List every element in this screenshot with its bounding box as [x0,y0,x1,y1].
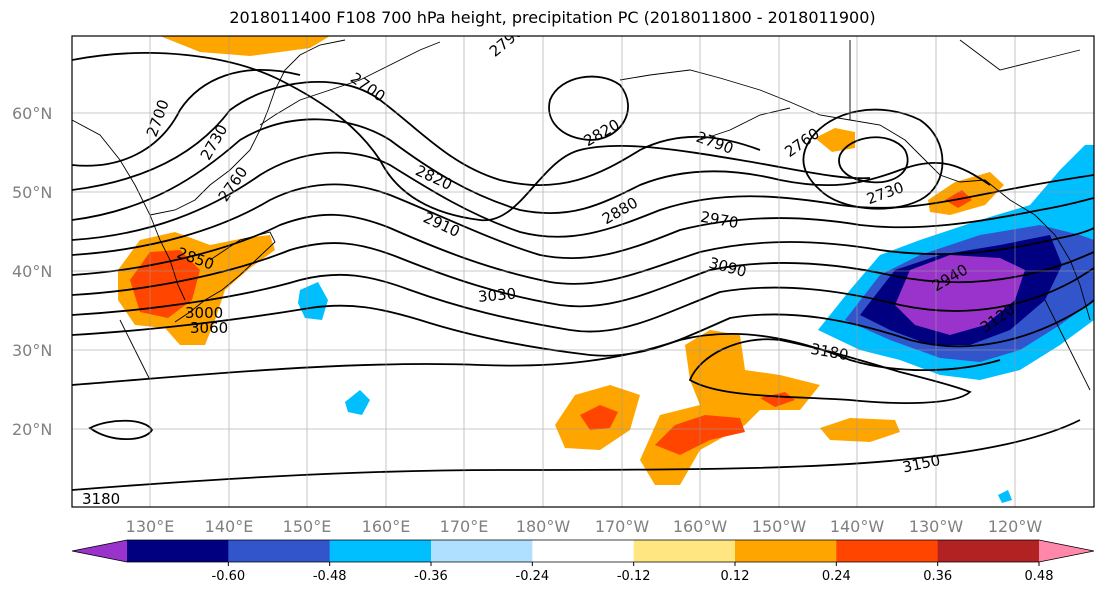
map-frame [71,35,1095,508]
colorbar-swatch [329,540,432,562]
contour-label: 3000 [185,304,223,322]
height-contours [72,52,1094,491]
lon-label: 170°W [595,517,650,536]
colorbar-tick-label: -0.60 [212,569,246,584]
lon-label: 130°W [909,517,964,536]
colorbar-tick-label: 0.36 [923,569,952,584]
lon-label: 150°W [752,517,807,536]
map-title: 2018011400 F108 700 hPa height, precipit… [229,8,876,27]
positive-anomaly-north [160,36,330,56]
colorbar-swatch [228,540,331,562]
colorbar-tick-label: -0.36 [414,569,448,584]
colorbar: -0.60 -0.48 -0.36 -0.24 -0.12 0.12 0.24 0.36 0.4… [71,539,1095,584]
colorbar-swatch [735,540,837,562]
lon-label: 120°W [988,517,1043,536]
lon-label: 170°E [440,517,489,536]
lat-label: 60°N [12,104,52,123]
lon-label: 160°W [673,517,728,536]
positive-anomaly-pacific-light-3 [820,418,900,442]
contour-label: 3060 [190,319,228,337]
contour-label: 3030 [477,285,517,306]
lon-label: 140°E [205,517,254,536]
lon-label: 160°E [362,517,411,536]
colorbar-extend-min [72,540,127,562]
lat-label: 30°N [12,341,52,360]
colorbar-extend-max [1039,540,1094,562]
colorbar-tick-label: -0.48 [313,569,347,584]
lon-label: 140°W [830,517,885,536]
positive-anomaly-alaska-1 [815,128,855,152]
precip-anomaly-fields [118,36,1094,503]
negative-anomaly-small-2 [345,390,370,415]
colorbar-swatch [937,540,1040,562]
colorbar-swatch [633,540,736,562]
lat-label: 20°N [12,420,52,439]
colorbar-tick-label: 0.12 [721,569,750,584]
lon-label: 180°W [516,517,571,536]
positive-anomaly-pacific-strong-3 [760,392,795,407]
lat-label: 40°N [12,262,52,281]
longitude-axis: 130°E 140°E 150°E 160°E 170°E 180°W 170°… [126,517,1043,536]
lon-label: 150°E [283,517,332,536]
colorbar-swatch [532,540,635,562]
colorbar-tick-label: -0.24 [516,569,550,584]
colorbar-tick-label: 0.48 [1025,569,1054,584]
negative-anomaly-small-1 [298,282,328,320]
graticule [72,36,1094,507]
lat-label: 50°N [12,183,52,202]
negative-anomaly-small-3 [998,490,1012,503]
lon-label: 130°E [126,517,175,536]
positive-anomaly-pacific-strong-1 [580,405,618,430]
colorbar-swatch [836,540,939,562]
contour-label: 3180 [82,490,120,508]
colorbar-tick-label: -0.12 [617,569,651,584]
colorbar-swatch [431,540,533,562]
colorbar-outline [71,539,1095,563]
colorbar-swatch [127,540,229,562]
colorbar-tick-label: 0.24 [822,569,851,584]
latitude-axis: 60°N 50°N 40°N 30°N 20°N [12,104,52,439]
negative-anomaly-peak [895,255,1025,335]
